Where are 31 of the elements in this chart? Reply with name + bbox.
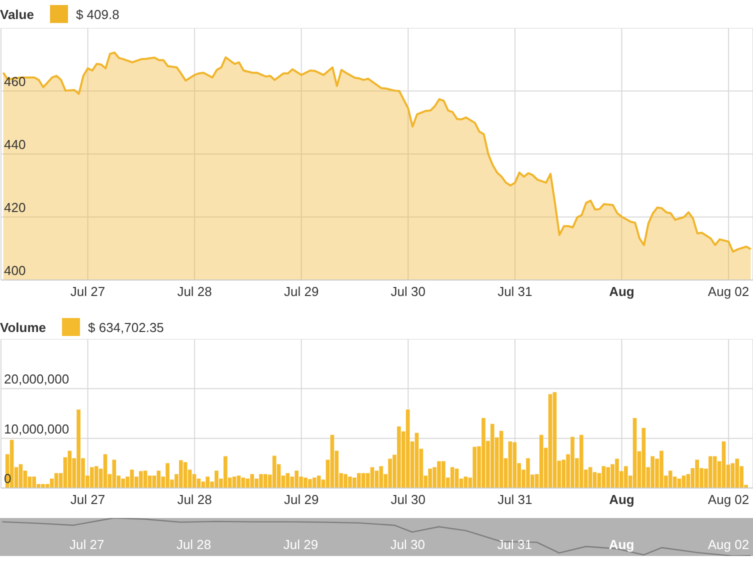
legend-label: Volume: [0, 320, 46, 334]
x-tick-label: Jul 30: [390, 492, 426, 507]
x-tick-label: Jul 30: [390, 284, 426, 299]
x-tick-label: Jul 28: [177, 284, 212, 299]
x-tick-label: Jul 27: [70, 284, 106, 299]
y-tick-label: 400: [4, 263, 26, 278]
x-tick-label: Jul 27: [70, 537, 104, 552]
x-tick-label: Jul 31: [498, 284, 532, 299]
x-tick-label: Jul 31: [497, 537, 532, 552]
text: $ 634,702.35: [88, 320, 164, 334]
x-tick-label: Jul 29: [284, 284, 319, 299]
y-tick-label: 440: [4, 137, 26, 152]
x-tick-label: Aug 02: [708, 284, 750, 299]
y-tick-label: 20,000,000: [4, 372, 70, 387]
x-tick-label: Aug: [609, 284, 634, 299]
x-tick-label: Jul 29: [283, 537, 318, 552]
x-tick-label: Aug 02: [708, 537, 750, 552]
y-tick-label: 460: [4, 74, 26, 89]
text: $ 409.8: [76, 6, 120, 22]
x-tick-label: Jul 27: [70, 492, 106, 507]
x-tick-label: Jul 30: [390, 537, 426, 552]
x-tick-label: Jul 31: [498, 492, 532, 507]
legend-label: Value: [0, 6, 34, 22]
y-tick-label: 420: [4, 200, 26, 215]
x-tick-label: Aug 02: [708, 492, 750, 507]
x-tick-label: Aug: [609, 492, 634, 507]
x-tick-label: Jul 29: [284, 492, 319, 507]
x-tick-label: Jul 28: [177, 492, 212, 507]
x-tick-label: Aug: [608, 537, 634, 552]
y-tick-label: 10,000,000: [4, 421, 70, 436]
x-tick-label: Jul 28: [176, 537, 212, 552]
